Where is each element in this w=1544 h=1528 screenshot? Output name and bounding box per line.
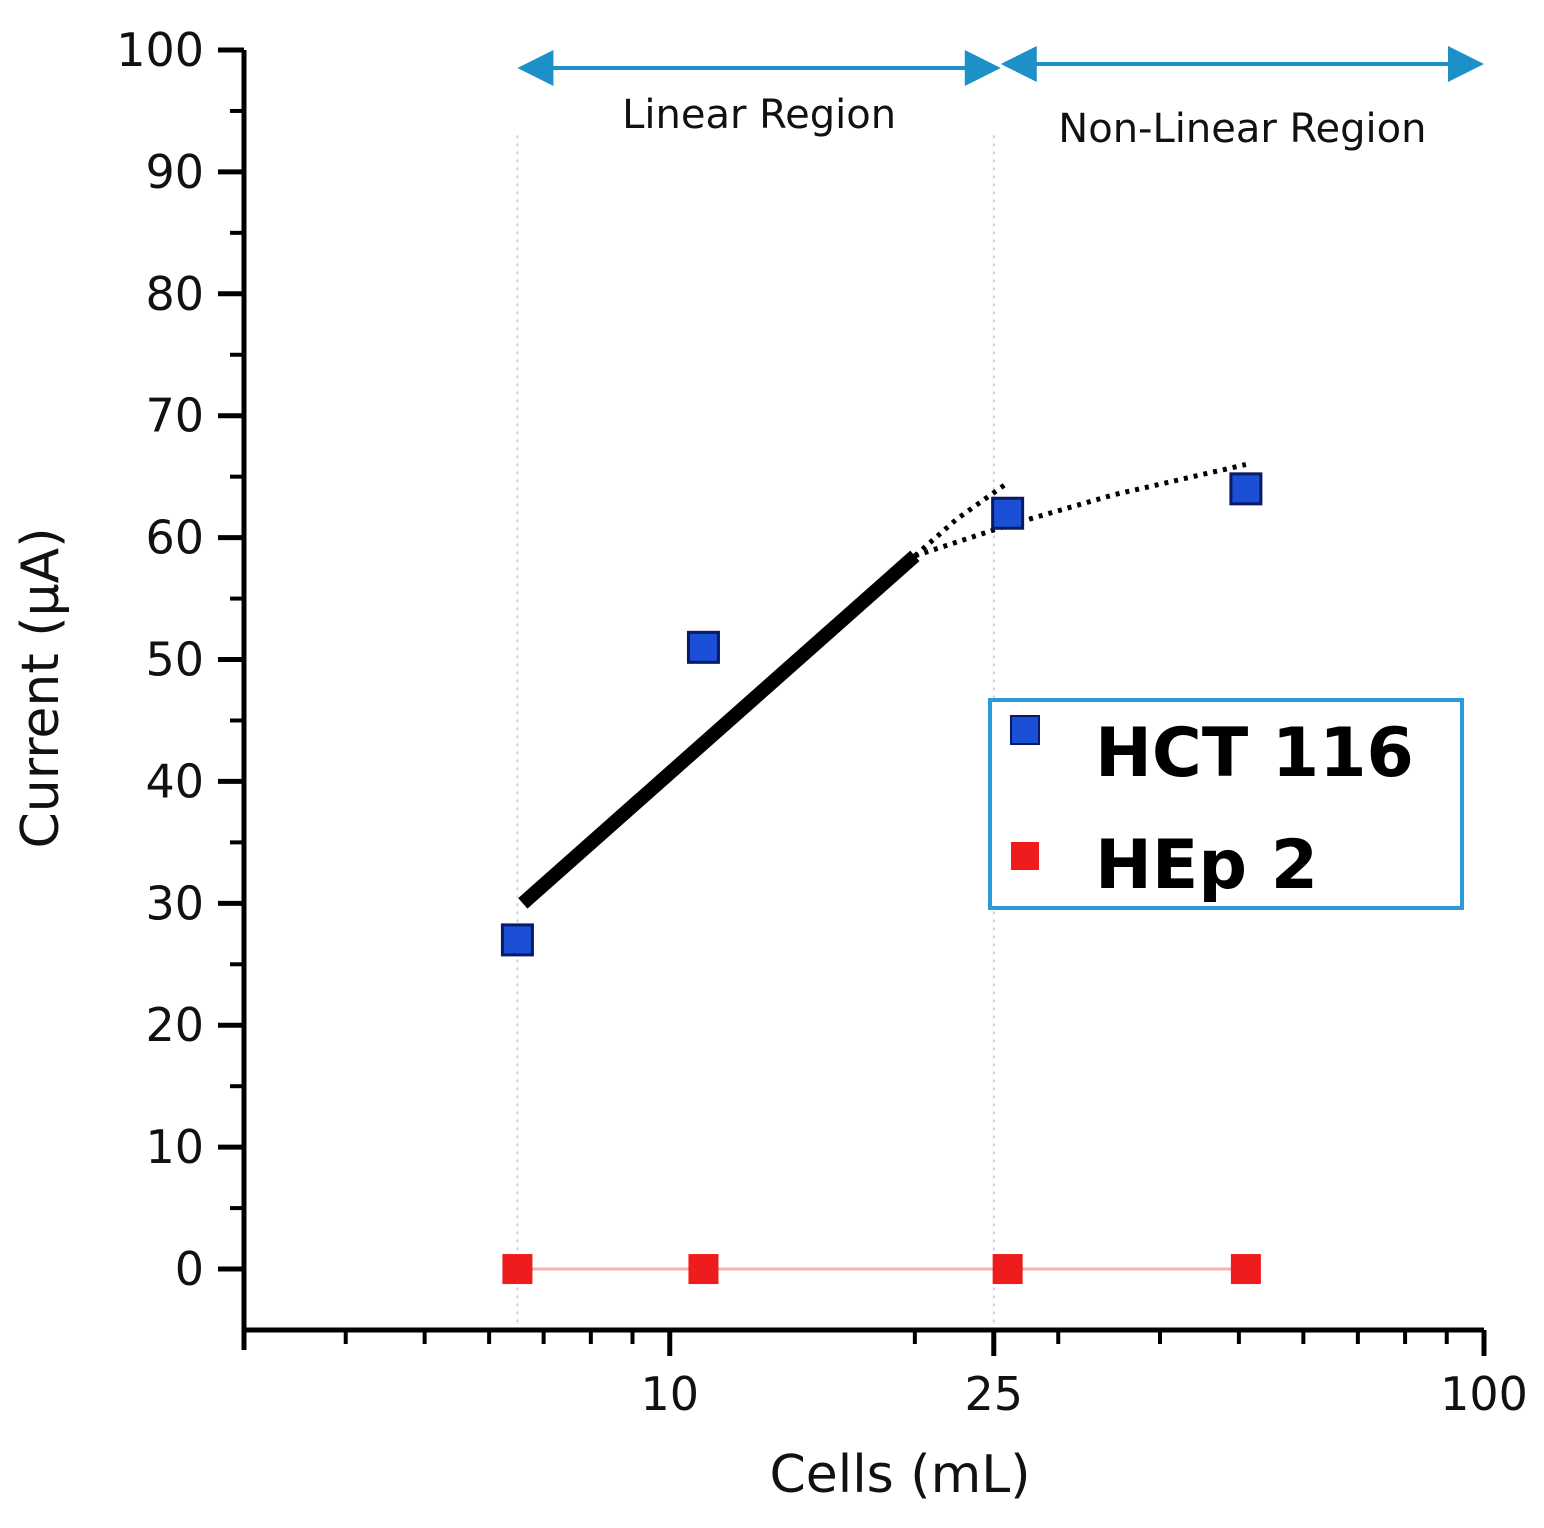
hep2-point — [502, 1254, 533, 1285]
y-tick-label: 10 — [145, 1120, 204, 1174]
x-tick-label: 25 — [965, 1367, 1024, 1421]
y-tick-label: 100 — [116, 23, 204, 77]
y-tick-label: 30 — [145, 876, 204, 930]
y-tick-label: 60 — [145, 511, 204, 565]
x-tick-label: 100 — [1440, 1367, 1528, 1421]
legend-marker-hep2 — [1011, 842, 1039, 870]
hep2-point — [992, 1254, 1023, 1285]
data-points — [500, 472, 1263, 1285]
hct116-point — [686, 630, 720, 664]
region-arrow-head-left — [517, 50, 554, 86]
region-arrow-head-right — [1448, 46, 1484, 82]
region-arrow-head-left — [1000, 46, 1037, 82]
legend-marker-hct116 — [1010, 715, 1040, 745]
legend-box — [988, 698, 1464, 910]
fit-lines — [517, 462, 1247, 1271]
y-tick-label: 90 — [145, 145, 204, 199]
region-guides — [516, 135, 995, 1330]
region-label: Non-Linear Region — [1058, 106, 1426, 152]
hct116-point — [991, 496, 1025, 530]
y-tick-label: 80 — [145, 267, 204, 321]
hct116-point — [1229, 472, 1263, 506]
axes: 0 10 20 30 40 50 60 70 80 90 100 10 25 100 — [116, 23, 1528, 1421]
y-axis-title: Current (μA) — [11, 527, 71, 848]
y-tick-label: 20 — [145, 998, 204, 1052]
region-arrow-head-right — [964, 50, 1001, 86]
linear-fit-line — [518, 550, 920, 909]
legend-label-hep2: HEp 2 — [1095, 826, 1318, 905]
x-axis-title: Cells (mL) — [769, 1445, 1030, 1505]
hep2-point — [1230, 1254, 1261, 1285]
y-tick-label: 0 — [175, 1242, 204, 1296]
y-tick-label: 50 — [145, 633, 204, 687]
y-tick-label: 40 — [145, 754, 204, 808]
hep2-point — [688, 1254, 719, 1285]
nonlinear-fit-line — [914, 462, 1247, 559]
region-annotations: Linear Region Non-Linear Region — [517, 46, 1484, 152]
x-tick-label: 10 — [640, 1367, 699, 1421]
legend: HCT 116 HEp 2 — [988, 698, 1464, 910]
legend-label-hct116: HCT 116 — [1095, 714, 1414, 793]
region-label: Linear Region — [622, 92, 896, 138]
hct116-point — [500, 923, 534, 957]
y-tick-label: 70 — [145, 389, 204, 443]
